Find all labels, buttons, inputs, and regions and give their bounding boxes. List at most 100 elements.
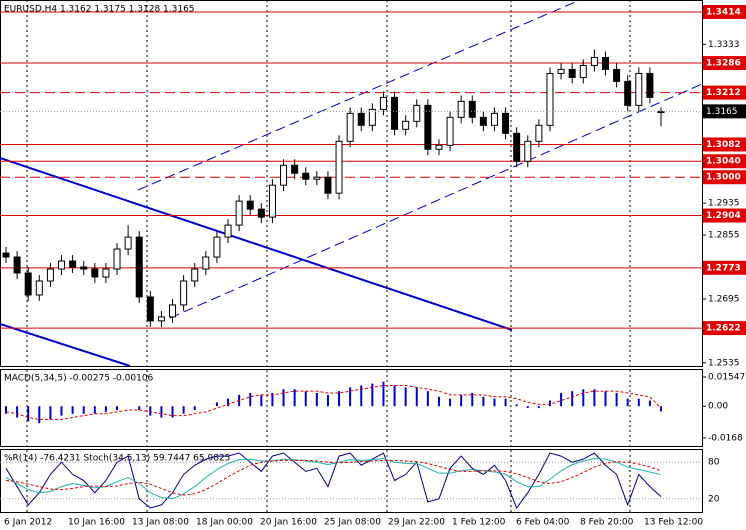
candle-body [324,176,332,194]
candle-body [13,256,21,274]
candle-body [302,172,310,180]
level-label: 1.2904 [706,211,741,221]
y-tick-label: 1.2935 [708,199,740,209]
chart-title: EURUSD,H4 1.3162 1.3175 1.3128 1.3165 [4,5,195,15]
candle-body [35,280,43,296]
level-label: 1.2622 [706,324,741,334]
candle-body [235,200,243,226]
candle-body [646,72,654,98]
candle-body [379,96,387,110]
candle-body [224,224,232,238]
osc-line [5,452,662,509]
candle-body [80,266,88,270]
x-tick-label: 1 Feb 12:00 [452,518,506,528]
level-label: 1.3000 [706,173,741,183]
candle-body [479,116,487,126]
macd-tick-label: 0.01547 [708,373,745,383]
candle-body [435,144,443,150]
level-label-box [703,85,746,100]
trend-lines [0,0,703,367]
candle-body [257,208,265,218]
candle-body [568,68,576,78]
y-tick-label: 1.2855 [708,231,740,241]
x-tick-label: 10 Jan 16:00 [68,518,125,528]
candle-body [513,132,521,162]
candle-body [402,120,410,130]
candle-body [180,280,188,306]
x-tick-label: 6 Jan 2012 [4,518,52,528]
level-label-box [703,137,746,152]
level-label: 1.3040 [706,157,741,167]
candle-body [202,256,210,270]
candle-body [146,296,154,322]
x-tick-label: 13 Jan 08:00 [132,518,189,528]
candle-body [590,56,598,66]
candle-body [635,72,643,106]
candle-body [502,112,510,134]
candle-body [169,304,177,318]
candle-body [424,104,432,150]
level-label-box [703,170,746,185]
main-panel [0,0,703,367]
candle-body [69,260,77,268]
candle-body [113,248,121,270]
x-tick-label: 29 Jan 22:00 [388,518,445,528]
level-label-box [703,154,746,169]
osc-tick-label: 20 [708,494,720,504]
candle-body [613,68,621,82]
macd-signal [5,384,662,420]
x-tick-label: 13 Feb 12:00 [644,518,703,528]
level-label: 1.2773 [706,263,741,273]
candle-body [446,116,454,146]
candle-body [2,252,10,258]
candle-body [546,72,554,126]
candle-body [291,164,299,174]
candle-body [557,68,565,74]
candle-body [579,64,587,78]
candle-body [91,268,99,278]
level-label-box [703,208,746,223]
candle-body [157,316,165,322]
oscillator-title: %R(14) -76.4231 Stoch(34,5,13) 59.7447 6… [4,454,230,464]
y-tick-label: 1.3333 [708,40,740,50]
x-tick-label: 20 Jan 16:00 [260,518,317,528]
level-label-box [703,260,746,275]
candle-body [413,104,421,122]
level-label: 1.3082 [706,140,741,150]
macd-title: MACD(5,34,5) -0.00275 -0.00106 [4,374,154,384]
candle-body [368,108,376,126]
candle-body [468,100,476,118]
x-tick-label: 18 Jan 00:00 [196,518,253,528]
candle-body [535,124,543,142]
candle-body [313,176,321,180]
candle-body [191,268,199,282]
level-label: 1.3414 [706,7,741,17]
candle-body [357,112,365,126]
osc-line [5,459,662,496]
candle-body [624,80,632,106]
candle-body [346,112,354,142]
x-tick-label: 8 Feb 20:00 [580,518,634,528]
last-price-label: 1.3165 [706,107,738,117]
level-label: 1.3212 [706,88,741,98]
candle-body [524,140,532,162]
candle-body [391,96,399,130]
x-tick-label: 25 Jan 08:00 [324,518,381,528]
y-tick-label: 1.2535 [708,358,740,368]
osc-line [5,458,662,500]
candle-body [601,56,609,70]
candle-body [457,100,465,118]
level-label-box [703,4,746,19]
candle-body [102,268,110,278]
candle-body [213,236,221,258]
osc-tick-label: 80 [708,458,720,468]
y-tick-label: 1.2695 [708,294,740,304]
candle-body [335,140,343,194]
last-price-box [703,104,746,119]
candle-body [124,236,132,250]
candle-body [24,272,32,296]
macd-tick-label: -0.0168 [708,433,743,443]
candle-body [268,184,276,218]
candle-body [490,112,498,126]
